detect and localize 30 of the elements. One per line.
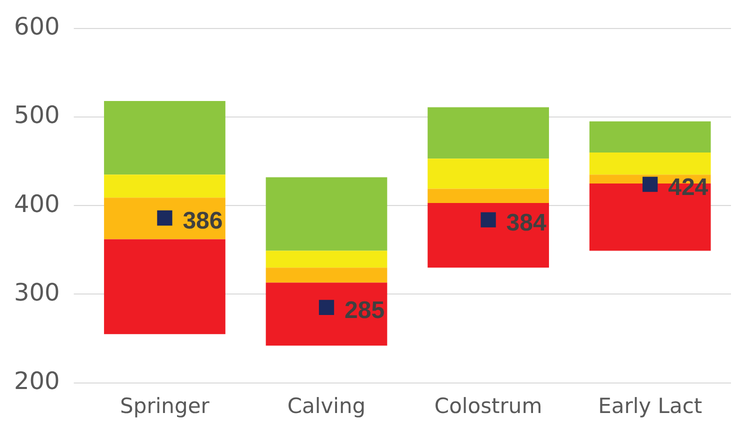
bar	[589, 121, 711, 152]
x-tick-label: Colostrum	[434, 394, 542, 418]
bar	[266, 177, 388, 251]
data-label: 386	[182, 208, 223, 235]
bar	[428, 158, 549, 189]
x-tick-label: Calving	[287, 394, 366, 418]
y-tick-label: 200	[14, 367, 60, 396]
bar	[104, 239, 226, 334]
y-tick-label: 600	[14, 12, 60, 41]
bar	[266, 268, 388, 283]
y-tick-label: 400	[14, 190, 60, 218]
y-tick-label: 300	[14, 278, 60, 306]
y-tick-label: 500	[14, 101, 60, 130]
bar	[428, 107, 549, 159]
bar	[428, 202, 549, 268]
bar	[266, 282, 388, 346]
bar	[428, 188, 549, 203]
bar	[589, 152, 711, 175]
x-tick-label: Springer	[120, 394, 210, 418]
point	[480, 212, 496, 228]
x-tick-label: Early Lact	[598, 394, 702, 418]
data-label: 384	[506, 209, 547, 236]
bar	[104, 174, 226, 198]
point	[642, 176, 658, 192]
point	[318, 300, 334, 316]
data-label: 285	[344, 297, 385, 324]
bar	[104, 101, 226, 175]
bar	[266, 250, 388, 268]
point	[157, 210, 172, 226]
bar	[104, 198, 226, 240]
